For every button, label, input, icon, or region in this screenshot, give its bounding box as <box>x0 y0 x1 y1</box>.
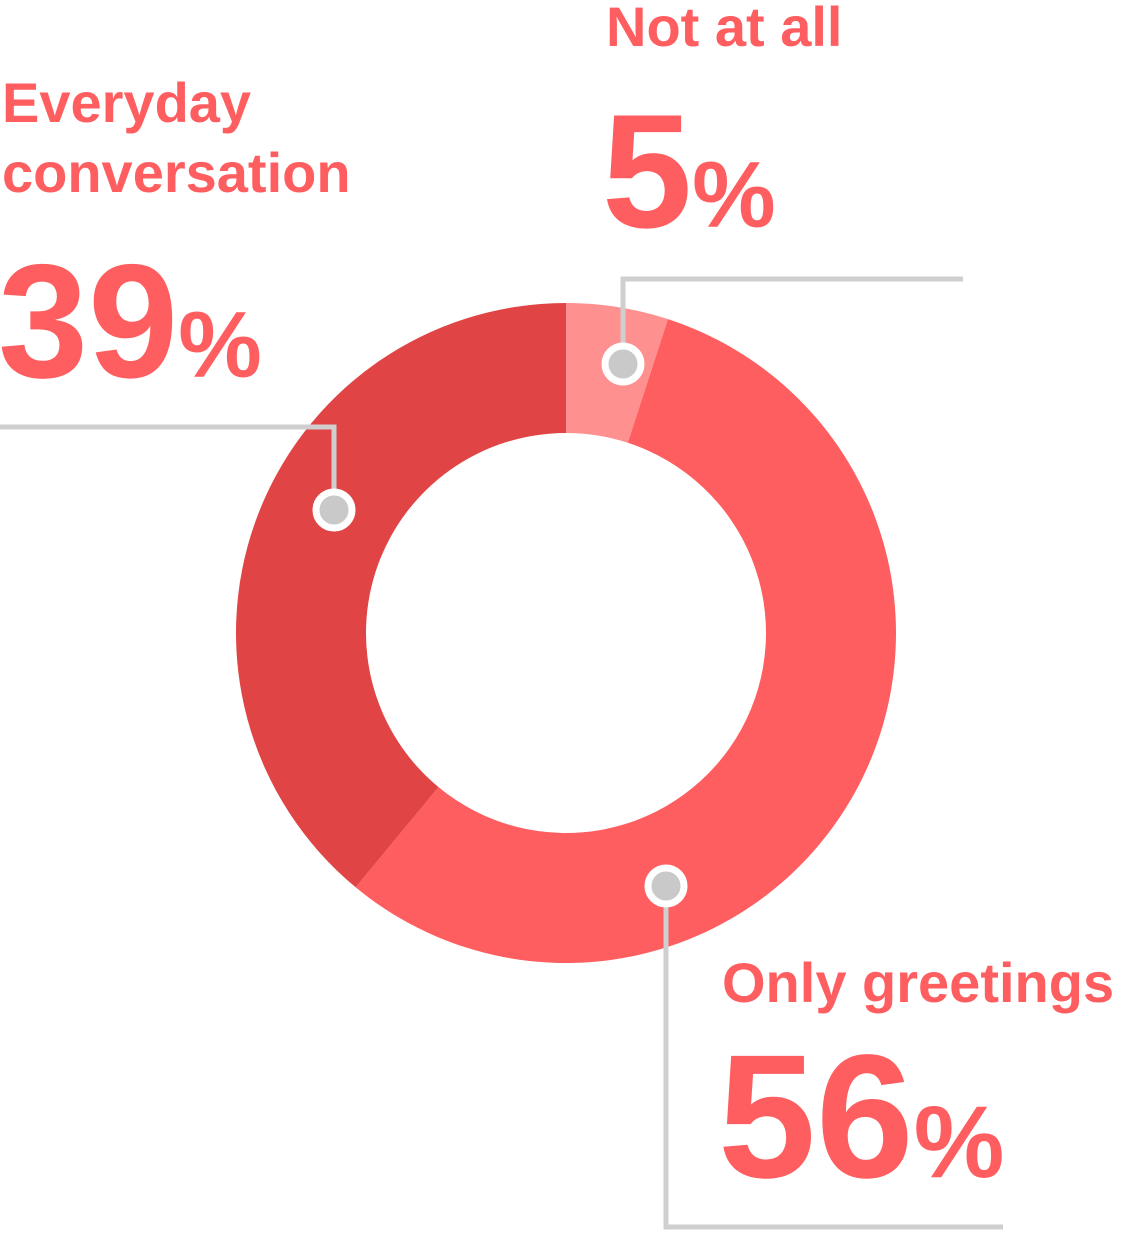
slice-everyday-conversation <box>236 303 566 888</box>
value-number-only-greetings: 56 <box>718 1019 914 1215</box>
callout-connectors <box>0 276 1003 1230</box>
marker-everyday-conversation <box>312 488 356 532</box>
value-number-everyday-conversation: 39 <box>0 231 178 412</box>
connector-not-at-all <box>620 276 963 364</box>
donut-slices <box>236 303 896 963</box>
connector-everyday-conversation <box>0 424 337 510</box>
value-number-not-at-all: 5 <box>602 81 692 262</box>
marker-not-at-all <box>601 342 645 386</box>
value-everyday-conversation: 39% <box>0 231 262 412</box>
value-percent-everyday-conversation: % <box>178 292 262 397</box>
value-percent-only-greetings: % <box>914 1085 1005 1199</box>
label-everyday-conversation-line-2: conversation <box>2 141 351 204</box>
value-percent-not-at-all: % <box>692 142 776 247</box>
connector-only-greetings <box>663 886 1003 1230</box>
slice-only-greetings <box>355 319 896 963</box>
label-only-greetings: Only greetings <box>722 951 1114 1014</box>
value-not-at-all: 5% <box>602 81 776 262</box>
marker-only-greetings <box>644 864 688 908</box>
value-only-greetings: 56% <box>718 1019 1004 1215</box>
label-not-at-all: Not at all <box>606 0 842 58</box>
label-everyday-conversation-line-1: Everyday <box>2 71 251 134</box>
